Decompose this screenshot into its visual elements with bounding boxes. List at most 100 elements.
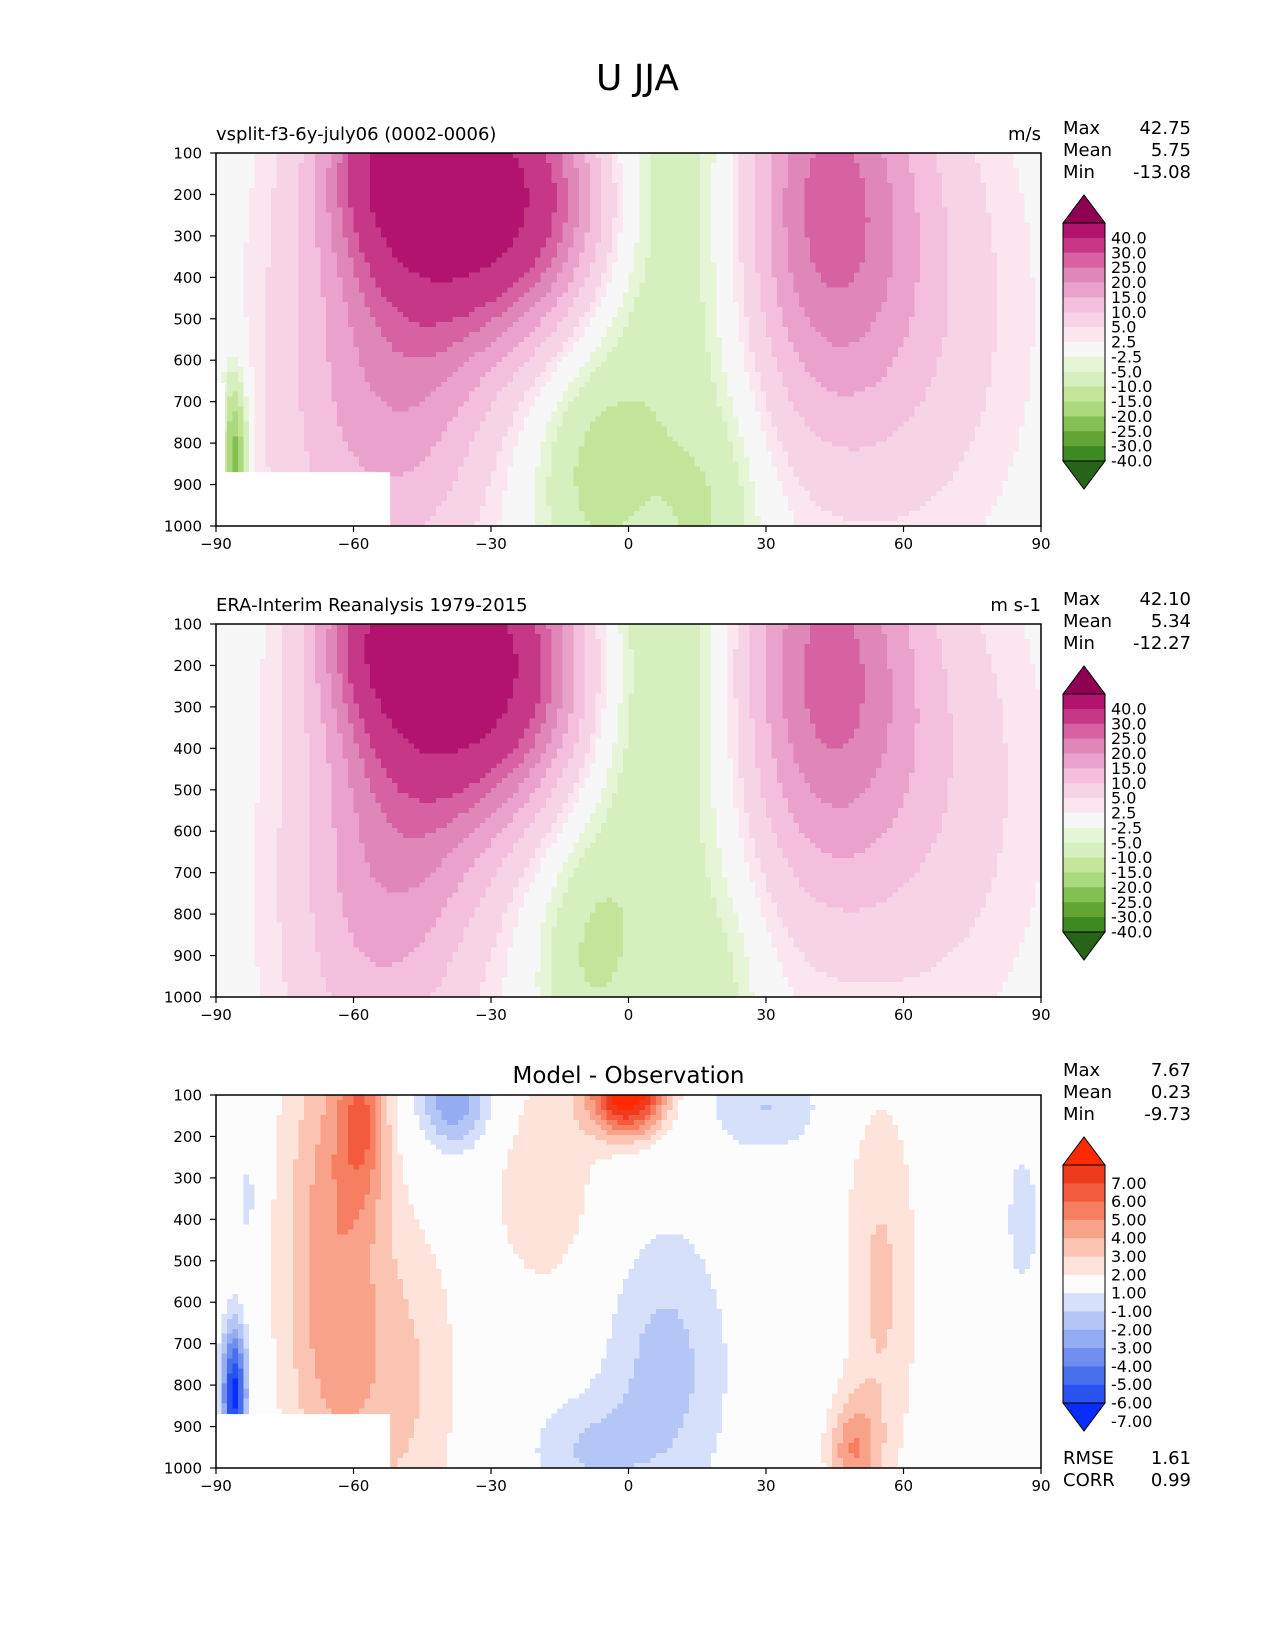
contour-cell xyxy=(832,172,839,179)
contour-cell xyxy=(491,212,498,219)
contour-cell xyxy=(238,197,245,204)
contour-cell xyxy=(304,262,311,268)
contour-cell xyxy=(315,247,322,254)
contour-cell xyxy=(953,232,960,239)
contour-cell xyxy=(601,182,608,189)
contour-cell xyxy=(540,207,547,214)
contour-cell xyxy=(749,292,756,298)
contour-cell xyxy=(502,232,509,239)
contour-cell xyxy=(931,172,938,179)
contour-cell xyxy=(1019,247,1026,254)
contour-cell xyxy=(639,262,646,268)
contour-cell xyxy=(551,257,558,264)
contour-cell xyxy=(518,182,525,189)
contour-cell xyxy=(656,192,663,199)
contour-cell xyxy=(892,212,899,219)
contour-cell xyxy=(870,177,877,184)
contour-cell xyxy=(436,252,443,259)
contour-cell xyxy=(771,252,778,259)
contour-cell xyxy=(436,162,443,169)
contour-cell xyxy=(810,177,817,184)
contour-cell xyxy=(667,312,674,318)
contour-cell xyxy=(601,252,608,259)
contour-cell xyxy=(749,237,756,244)
contour-cell xyxy=(524,307,531,313)
contour-cell xyxy=(771,197,778,204)
contour-cell xyxy=(656,247,663,254)
contour-cell xyxy=(1013,182,1020,189)
contour-cell xyxy=(309,202,316,209)
contour-cell xyxy=(639,247,646,254)
contour-cell xyxy=(826,177,833,184)
contour-cell xyxy=(595,202,602,209)
contour-cell xyxy=(326,277,333,283)
contour-cell xyxy=(474,242,481,249)
contour-cell xyxy=(832,297,839,303)
contour-cell xyxy=(238,252,245,259)
contour-cell xyxy=(518,157,525,164)
contour-cell xyxy=(865,292,872,298)
contour-cell xyxy=(656,187,663,194)
contour-cell xyxy=(738,247,745,254)
contour-cell xyxy=(529,172,536,179)
contour-cell xyxy=(975,307,982,313)
contour-cell xyxy=(953,297,960,303)
contour-cell xyxy=(254,252,261,259)
contour-cell xyxy=(623,257,630,264)
contour-cell xyxy=(447,153,454,159)
contour-cell xyxy=(672,167,679,174)
contour-cell xyxy=(612,162,619,169)
contour-cell xyxy=(232,192,239,199)
contour-cell xyxy=(590,222,597,229)
contour-cell xyxy=(238,242,245,249)
contour-cell xyxy=(485,162,492,169)
contour-cell xyxy=(430,167,437,174)
contour-cell xyxy=(595,227,602,234)
contour-cell xyxy=(304,232,311,239)
contour-cell xyxy=(964,287,971,293)
contour-cell xyxy=(518,202,525,209)
contour-cell xyxy=(958,192,965,199)
contour-cell xyxy=(777,307,784,313)
contour-cell xyxy=(958,242,965,249)
contour-cell xyxy=(359,157,366,164)
contour-cell xyxy=(1008,247,1015,254)
contour-cell xyxy=(293,153,300,159)
contour-cell xyxy=(749,177,756,184)
contour-cell xyxy=(342,277,349,283)
contour-cell xyxy=(964,247,971,254)
contour-cell xyxy=(496,287,503,293)
contour-cell xyxy=(755,262,762,268)
contour-cell xyxy=(1019,282,1026,288)
contour-cell xyxy=(969,207,976,214)
contour-cell xyxy=(623,262,630,268)
contour-cell xyxy=(535,157,542,164)
contour-cell xyxy=(463,262,470,268)
contour-cell xyxy=(260,242,267,249)
contour-cell xyxy=(364,292,371,298)
contour-cell xyxy=(870,172,877,179)
contour-cell xyxy=(392,212,399,219)
contour-cell xyxy=(568,267,575,273)
contour-cell xyxy=(749,307,756,313)
contour-cell xyxy=(507,232,514,239)
contour-cell xyxy=(931,267,938,273)
contour-cell xyxy=(282,157,289,164)
contour-cell xyxy=(397,162,404,169)
contour-cell xyxy=(936,157,943,164)
contour-cell xyxy=(452,257,459,264)
contour-cell xyxy=(749,267,756,273)
contour-cell xyxy=(557,177,564,184)
contour-cell xyxy=(986,182,993,189)
contour-cell xyxy=(986,257,993,264)
contour-cell xyxy=(359,197,366,204)
contour-cell xyxy=(975,187,982,194)
contour-cell xyxy=(892,197,899,204)
contour-cell xyxy=(375,227,382,234)
contour-cell xyxy=(238,277,245,283)
contour-cell xyxy=(920,312,927,318)
contour-cell xyxy=(359,257,366,264)
contour-cell xyxy=(249,202,256,209)
contour-cell xyxy=(991,262,998,268)
contour-cell xyxy=(469,172,476,179)
